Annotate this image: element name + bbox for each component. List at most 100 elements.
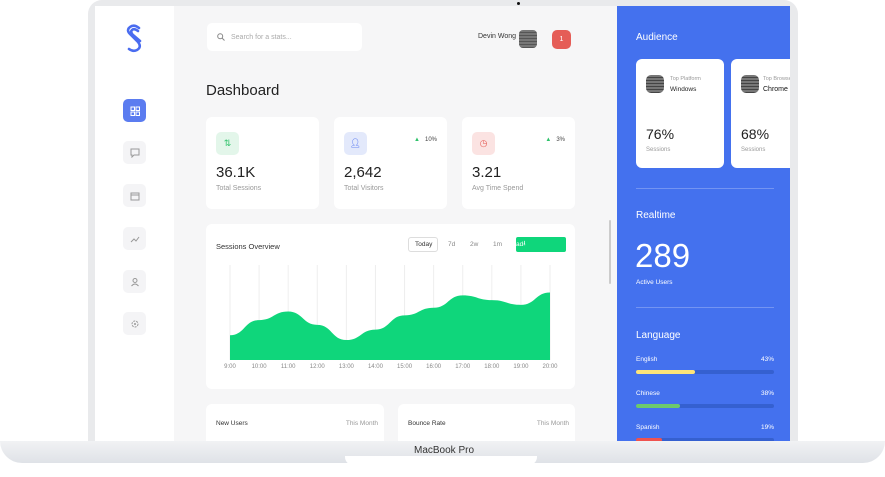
audience-label: Sessions [741,147,766,153]
new-users-card: New Users This Month [206,404,384,441]
chat-icon [130,148,139,158]
search-input[interactable]: Search for a stats... [207,23,362,51]
realtime-title: Realtime [636,210,676,221]
download-button[interactable]: ad ⭳ [516,237,566,252]
search-placeholder: Search for a stats... [231,33,292,41]
audience-percent: 68% [741,126,770,142]
scrollbar[interactable] [609,220,611,284]
up-arrow-icon: ▲ [414,137,420,143]
audience-value: Chrome [763,86,788,93]
x-tick-label: 16:00 [426,364,442,370]
dashboard-icon [130,106,140,116]
language-name: Spanish [636,424,660,431]
audience-percent: 76% [646,126,675,142]
range-today[interactable]: Today [408,237,438,252]
language-name: Chinese [636,390,660,397]
language-name: English [636,356,658,363]
x-tick-label: 9:00 [224,364,236,370]
sidebar-item-analytics[interactable] [123,227,146,250]
user-icon [130,277,139,286]
language-percent: 38% [760,390,774,397]
logo-icon [126,24,142,53]
sidebar-item-users[interactable] [123,270,146,293]
sidebar-item-settings[interactable] [123,312,146,335]
stat-change: ▲ 3% [545,137,565,143]
page-title: Dashboard [206,82,280,99]
stat-label: Avg Time Spend [472,185,524,192]
platform-icon [646,75,664,93]
bounce-rate-card: Bounce Rate This Month [398,404,575,441]
stat-card-time: ◷ ▲ 3% 3.21 Avg Time Spend [462,117,575,209]
audience-label: Sessions [646,147,671,153]
language-bar-fill [636,404,681,408]
calendar-icon [130,192,139,200]
range-7d[interactable]: 7d [448,241,456,248]
user-icon: 👤︎ [344,132,367,155]
stat-card-sessions: ⇅ 36.1K Total Sessions [206,117,319,209]
x-tick-label: 12:00 [309,364,325,370]
sessions-overview-card: Sessions Overview Today 7d 2w 1m ad ⭳ 9:0… [206,224,575,389]
x-tick-label: 19:00 [513,364,529,370]
avatar[interactable] [519,30,537,48]
language-percent: 43% [760,356,774,363]
sort-arrows-icon: ⇅ [216,132,239,155]
gear-icon [131,320,138,327]
laptop-notch [345,456,537,465]
audience-card-browser: Top Browser Chrome 68% Sessions [731,59,790,168]
sessions-area [230,292,550,360]
stat-card-visitors: 👤︎ ▲ 10% 2,642 Total Visitors [334,117,447,209]
language-bar [636,370,774,374]
x-tick-label: 15:00 [397,364,413,370]
stat-value: 3.21 [472,164,502,181]
laptop-base: MacBook Pro [0,441,885,463]
stat-value: 36.1K [216,164,256,181]
language-bar-fill [636,370,696,374]
sidebar-item-dashboard[interactable] [123,99,146,122]
sidebar-item-chat[interactable] [123,141,146,164]
stat-change: ▲ 10% [414,137,437,143]
chart-title: Sessions Overview [216,242,280,251]
clock-icon: ◷ [472,132,495,155]
period-select[interactable]: This Month [536,420,569,427]
screen: Search for a stats... Devin Wong 1 Dashb… [95,6,790,441]
range-1m[interactable]: 1m [493,241,503,248]
x-tick-label: 18:00 [484,364,500,370]
language-bar [636,404,774,408]
stat-label: Total Visitors [344,185,384,192]
notification-button[interactable]: 1 [552,30,571,49]
language-item: Spanish 19% [636,424,774,441]
period-select[interactable]: This Month [345,420,378,427]
stat-value: 2,642 [344,164,382,181]
divider [636,307,774,308]
camera [517,2,520,5]
language-title: Language [636,330,681,341]
x-tick-label: 14:00 [367,364,383,370]
x-tick-label: 17:00 [455,364,471,370]
language-bar-fill [636,438,663,441]
audience-card-platform: Top Platform Windows 76% Sessions [636,59,724,168]
range-2w[interactable]: 2w [470,241,479,248]
language-item: English 43% [636,356,774,374]
up-arrow-icon: ▲ [545,137,552,143]
sidebar [95,6,174,441]
language-item: Chinese 38% [636,390,774,408]
right-panel: Audience Top Platform Windows 76% Sessio… [617,6,790,441]
realtime-value: 289 [635,237,691,274]
x-tick-label: 10:00 [251,364,267,370]
audience-title: Audience [636,32,678,43]
x-tick-label: 20:00 [542,364,558,370]
audience-key: Top Platform [670,76,701,82]
x-tick-label: 11:00 [280,364,296,370]
x-tick-label: 13:00 [338,364,354,370]
audience-key: Top Browser [763,76,790,82]
area-chart [229,265,551,360]
download-icon: ⭳ [523,240,526,247]
card-title: Bounce Rate [408,420,446,427]
language-bar [636,438,774,441]
realtime-label: Active Users [636,279,673,286]
divider [636,188,774,189]
language-percent: 19% [760,424,774,431]
sidebar-item-calendar[interactable] [123,184,146,207]
stat-label: Total Sessions [216,185,262,192]
search-icon [217,33,225,41]
